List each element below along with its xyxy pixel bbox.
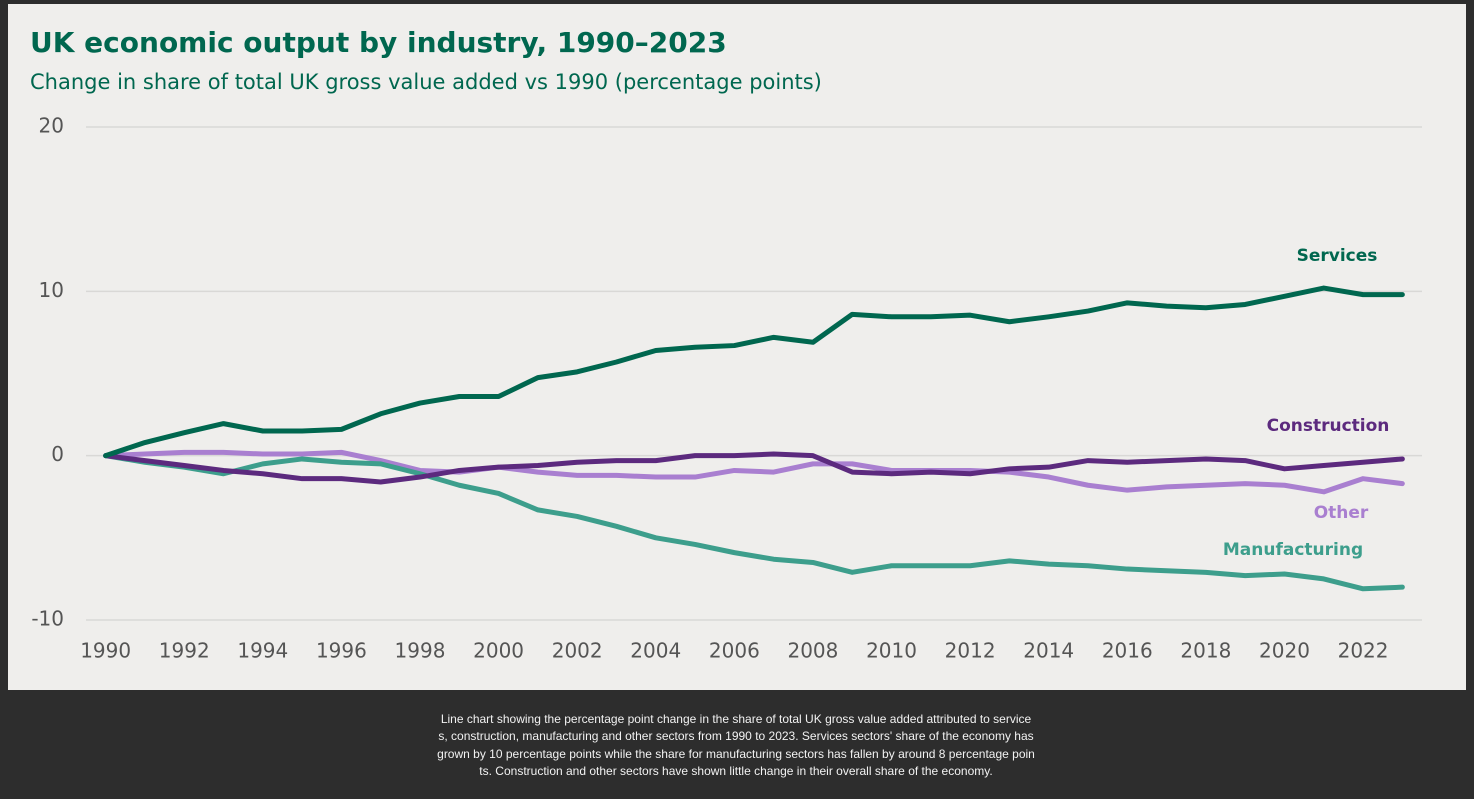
- y-tick-label: 10: [39, 278, 64, 302]
- x-tick-label: 2022: [1338, 639, 1389, 663]
- x-tick-label: 2014: [1023, 639, 1074, 663]
- x-tick-label: 1994: [237, 639, 288, 663]
- x-tick-label: 2010: [866, 639, 917, 663]
- x-tick-label: 2016: [1102, 639, 1153, 663]
- y-tick-label: 0: [51, 442, 64, 466]
- y-tick-label: -10: [31, 607, 64, 631]
- caption-overlay: Line chart showing the percentage point …: [0, 690, 1474, 799]
- x-tick-label: 1998: [395, 639, 446, 663]
- series-label: Services: [1297, 246, 1378, 266]
- x-tick-label: 1992: [159, 639, 210, 663]
- caption: Line chart showing the percentage point …: [437, 712, 1035, 778]
- x-tick-label: 2002: [552, 639, 603, 663]
- x-tick-label: 2020: [1259, 639, 1310, 663]
- y-tick-label: 20: [39, 114, 64, 138]
- series-label: Other: [1314, 503, 1369, 523]
- chart: UK economic output by industry, 1990–202…: [30, 26, 1422, 663]
- x-tick-label: 2012: [945, 639, 996, 663]
- chart-subtitle: Change in share of total UK gross value …: [30, 70, 822, 94]
- series-line: [103, 451, 1405, 485]
- chart-title: UK economic output by industry, 1990–202…: [30, 26, 727, 59]
- x-tick-label: 2008: [787, 639, 838, 663]
- x-tick-label: 1990: [80, 639, 131, 663]
- series-label: Manufacturing: [1223, 540, 1363, 560]
- series-line: [103, 453, 1405, 592]
- series-line: [103, 449, 1405, 495]
- x-tick-label: 2000: [473, 639, 524, 663]
- x-tick-label: 1996: [316, 639, 367, 663]
- x-tick-label: 2018: [1180, 639, 1231, 663]
- x-tick-label: 2006: [709, 639, 760, 663]
- series-line: [103, 285, 1405, 459]
- x-tick-label: 2004: [630, 639, 681, 663]
- series-label: Construction: [1267, 416, 1390, 436]
